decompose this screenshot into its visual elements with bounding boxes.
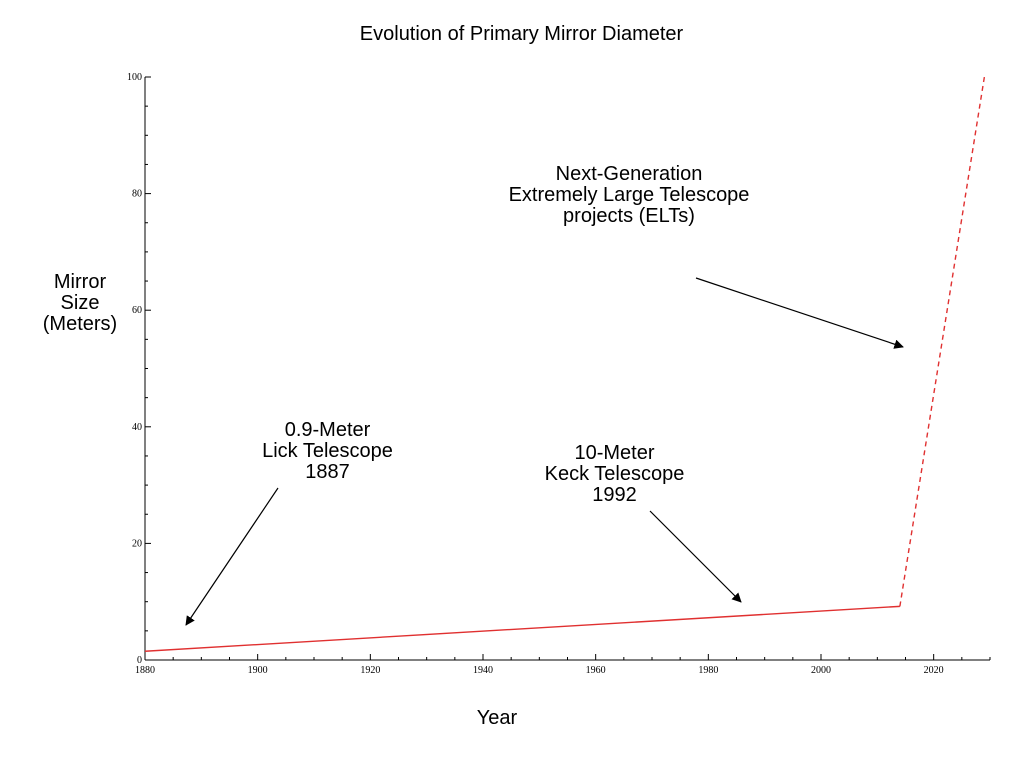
y-axis-label-line: (Meters): [42, 313, 118, 335]
annotation-line: Next-Generation: [555, 163, 703, 185]
x-tick-label: 1980: [698, 665, 718, 676]
x-tick-label: 1960: [586, 665, 606, 676]
y-axis-label-line: Size: [60, 292, 100, 314]
x-tick-label: 1880: [135, 665, 155, 676]
annotation-elts: Next-Generation Extremely Large Telescop…: [489, 164, 769, 227]
arrow-keck: [649, 510, 742, 603]
series-group: [144, 76, 986, 652]
annotation-keck: 10-Meter Keck Telescope 1992: [532, 443, 697, 506]
y-tick-label: 100: [127, 72, 142, 83]
y-tick-label: 60: [132, 305, 142, 316]
y-axis-label: Mirror Size (Meters): [30, 272, 130, 335]
annotation-line: Keck Telescope: [544, 463, 685, 485]
annotation-line: 1992: [592, 484, 637, 506]
y-axis-label-line: Mirror: [53, 271, 107, 293]
arrow-elts: [695, 277, 904, 349]
y-tick-label: 0: [137, 655, 142, 666]
y-tick-label: 20: [132, 538, 142, 549]
x-axis-label: Year: [476, 707, 518, 729]
annotation-line: Extremely Large Telescope: [508, 184, 750, 206]
y-tick-label: 40: [132, 422, 142, 433]
annotation-arrows: [185, 277, 904, 626]
annotation-line: 1887: [305, 461, 350, 483]
chart-title: Evolution of Primary Mirror Diameter: [359, 23, 684, 45]
x-tick-label: 1940: [473, 665, 493, 676]
series-line-projected: [899, 76, 986, 607]
axes: 1880 1900 1920 1940 1960 1980 2000 2020 0 20 40 60 8…: [127, 72, 991, 676]
x-tick-label: 1900: [248, 665, 268, 676]
annotation-line: 0.9-Meter: [284, 419, 371, 441]
annotation-line: 10-Meter: [574, 442, 655, 464]
x-tick-label: 1920: [360, 665, 380, 676]
arrow-lick: [185, 487, 279, 626]
x-tick-label: 2020: [924, 665, 944, 676]
annotation-lick: 0.9-Meter Lick Telescope 1887: [245, 420, 410, 483]
annotation-line: projects (ELTs): [563, 205, 695, 227]
annotation-line: Lick Telescope: [262, 440, 393, 462]
series-line-historical: [144, 605, 900, 652]
x-tick-label: 2000: [811, 665, 831, 676]
y-tick-label: 80: [132, 189, 142, 200]
